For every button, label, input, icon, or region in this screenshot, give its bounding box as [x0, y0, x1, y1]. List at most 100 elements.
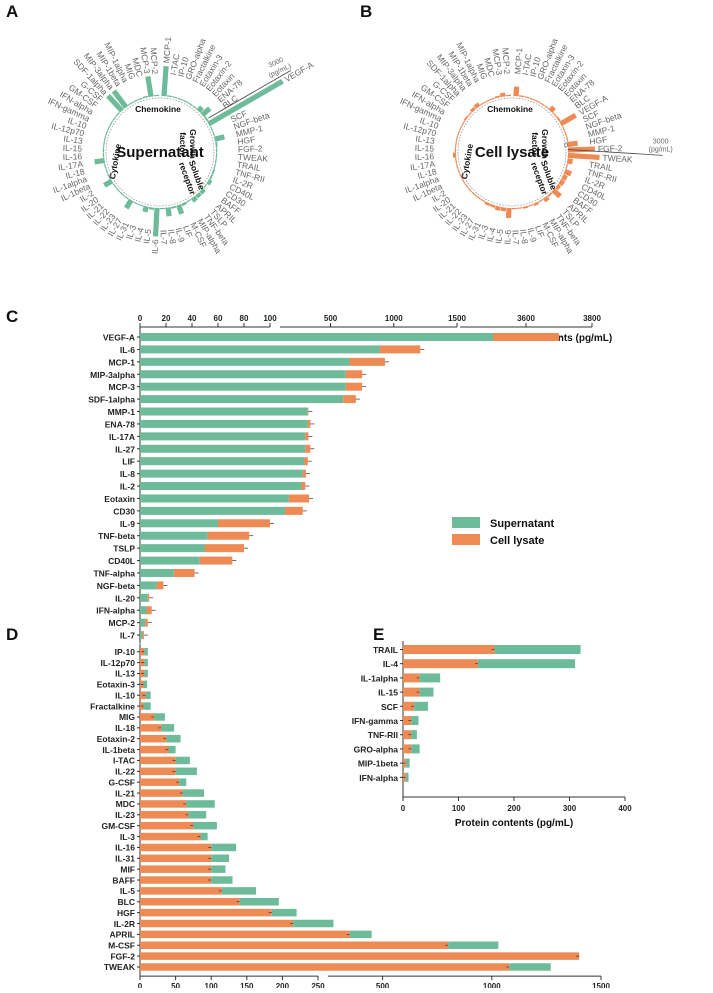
y-label-tweak: TWEAK: [104, 962, 136, 972]
radial-bar-april: [199, 188, 206, 195]
bar-supernatant-il-27: [140, 444, 306, 453]
radial-label-mcp-3: MCP-3: [490, 48, 504, 76]
bar-cell-lysate-tnf-beta: [207, 531, 250, 540]
bar-supernatant-il-3: [200, 832, 208, 841]
y-label-mif: MIF: [120, 864, 135, 874]
x-tick-label: 1500: [592, 982, 610, 988]
radial-bar-il-15: [454, 146, 457, 153]
bar-supernatant-eotaxin-2: [166, 734, 181, 743]
y-label-tnf-beta: TNF-beta: [98, 531, 135, 541]
radial-label-il-9: IL-9: [526, 227, 539, 244]
radial-label-il-5: IL-5: [493, 228, 505, 244]
radial-bar-g-csf: [115, 112, 120, 117]
radial-bar-gm-csf: [463, 115, 469, 122]
radial-label-fgf-2: FGF-2: [598, 143, 623, 154]
y-label-il-4: IL-4: [383, 659, 398, 669]
bar-supernatant-il-2r: [293, 919, 334, 928]
bar-supernatant-trail: [494, 645, 581, 654]
group-label-growth-factor: Growthfactor: [178, 129, 198, 159]
radial-bar-il-18: [455, 163, 459, 169]
bar-cell-lysate-ifn-gamma: [403, 716, 412, 725]
bar-supernatant-il-1alpha: [419, 673, 441, 683]
bar-supernatant-mip-1beta: [405, 758, 410, 768]
radial-bar-blc: [556, 116, 561, 122]
radial-label-il-15: IL-15: [414, 143, 434, 154]
radial-label-mcp-3: MCP-3: [138, 47, 152, 75]
y-label-baff: BAFF: [112, 875, 135, 885]
radial-bar-il-6: [505, 207, 512, 219]
y-label-il-13: IL-13: [115, 669, 135, 679]
bar-supernatant-mcp-1: [140, 357, 350, 366]
radial-label-mcp-1: MCP-1: [161, 36, 173, 63]
bar-supernatant-il-8: [140, 469, 303, 478]
radial-bar-cd30: [206, 179, 213, 186]
y-label-il-15: IL-15: [378, 688, 398, 698]
radial-bar-cd30: [558, 179, 566, 186]
radial-bar-eotaxin: [196, 105, 204, 113]
y-label-eotaxin-3: Eotaxin-3: [97, 680, 136, 690]
bar-supernatant-g-csf: [179, 778, 187, 786]
y-label-mig: MIG: [119, 712, 135, 722]
y-label-i-tac: I-TAC: [113, 756, 135, 766]
bar-cell-lysate-mip-3alpha: [345, 370, 363, 379]
radial-bar-il-22: [471, 191, 477, 197]
x-tick-label: 0: [401, 804, 406, 813]
bar-cell-lysate-il-1beta: [140, 745, 169, 754]
radial-bar-il-17a: [94, 157, 106, 165]
bar-cell-lysate-il-2r: [140, 919, 294, 928]
y-label-mip-3alpha: MIP-3alpha: [90, 370, 135, 380]
y-label-cd40l: CD40L: [108, 556, 135, 566]
bar-supernatant-il-31: [211, 854, 229, 863]
radial-bar-il-27: [480, 198, 486, 203]
radial-label-il-3: IL-3: [476, 223, 490, 240]
scale-unit-label: (pg/mL): [649, 146, 673, 153]
radial-bar-trail: [566, 158, 574, 165]
bar-supernatant-il-13: [144, 669, 148, 678]
panel-label-a: A: [6, 2, 18, 21]
bar-supernatant-tnf-rii: [411, 730, 417, 740]
radial-label-il-18: IL-18: [64, 166, 86, 181]
bar-supernatant-tslp: [140, 544, 205, 553]
radial-bar-mip-1beta: [127, 101, 133, 106]
radial-bar-il-27: [124, 198, 134, 210]
y-label-il-31: IL-31: [115, 854, 135, 864]
bar-cell-lysate-il-8: [302, 469, 306, 478]
radial-bar-mip-3alpha: [111, 89, 129, 109]
radial-bar-i-tac: [166, 95, 173, 98]
y-label-mip-1beta: MIP-1beta: [358, 759, 398, 769]
radial-bar-il-2: [461, 178, 466, 184]
bar-cell-lysate-il-9: [218, 519, 270, 528]
bar-supernatant-il-20: [140, 593, 148, 602]
bar-supernatant-tnf-alpha: [140, 568, 174, 577]
radial-bar-ngf-beta: [564, 131, 567, 137]
bar-supernatant-gm-csf: [193, 821, 217, 830]
bar-cell-lysate-blc: [140, 898, 240, 906]
radial-bar-mip-alpha: [186, 198, 192, 203]
panel-label-d: D: [6, 625, 18, 644]
bar-supernatant-il-16: [211, 843, 237, 852]
x-tick-label: 500: [376, 982, 390, 988]
bar-cell-lysate-mdc: [140, 800, 187, 808]
bar-supernatant-blc: [239, 898, 279, 906]
bar-supernatant-mif: [211, 865, 226, 873]
radial-bar-hgf: [215, 141, 218, 148]
radial-bar-tnf-rii: [213, 163, 216, 170]
radial-label-mdc: MDC: [130, 57, 145, 78]
bar-supernatant-eotaxin-3: [143, 680, 148, 689]
radial-bar-il-10: [105, 130, 109, 136]
radial-bar-ifn-gamma: [459, 125, 463, 131]
y-label-il-23: IL-23: [115, 810, 135, 820]
scale-bar: [208, 70, 291, 119]
x-tick-label: 50: [171, 982, 180, 988]
radial-label-il-6: IL-6: [150, 239, 161, 254]
bar-supernatant-mcp-2: [140, 618, 146, 627]
radial-bar-fractalkine: [182, 99, 188, 104]
radial-label-il-8: IL-8: [518, 229, 530, 245]
radial-bar-il-31: [133, 201, 139, 205]
bar-cell-lysate-il-2: [301, 482, 306, 491]
radial-bar-baff: [203, 183, 208, 189]
x-tick-label: 250: [311, 982, 325, 988]
bar-supernatant-mig: [154, 713, 165, 721]
radial-bar-il-18: [103, 163, 107, 169]
bar-cell-lysate-il-18: [140, 724, 162, 732]
